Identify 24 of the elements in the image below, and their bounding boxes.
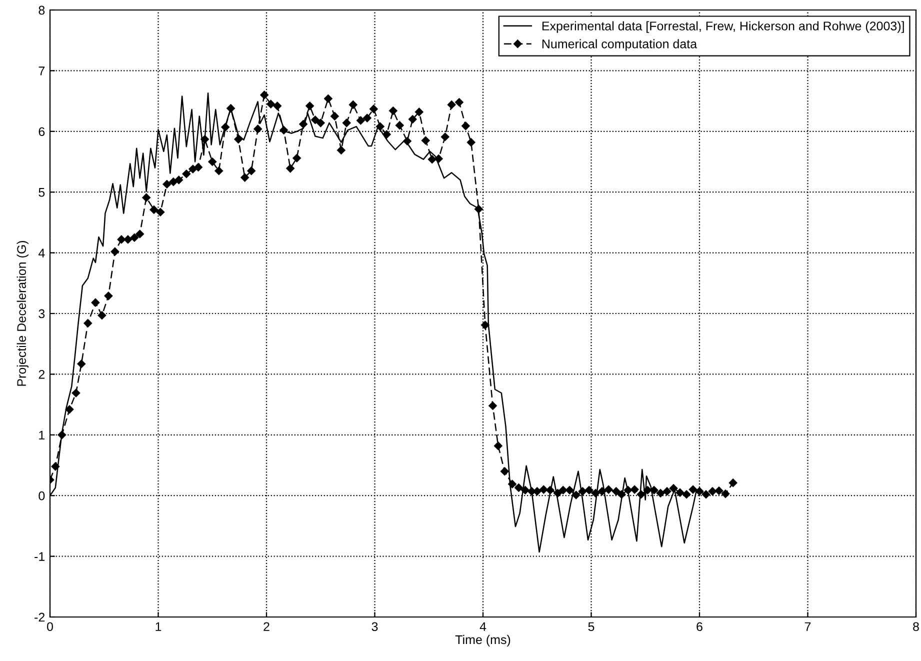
x-tick-label: 8	[913, 622, 919, 632]
y-tick-label: 0	[38, 491, 45, 500]
x-tick-label: 0	[47, 622, 53, 632]
x-tick-label: 5	[588, 622, 594, 632]
legend-label: Experimental data [Forrestal, Frew, Hickerson and Rohwe (2003)]	[542, 21, 904, 33]
x-axis-title: Time (ms)	[455, 634, 510, 647]
x-tick-label: 7	[804, 622, 811, 631]
x-tick-label: 4	[480, 622, 486, 631]
y-tick-label: 7	[38, 66, 45, 76]
y-tick-label: 8	[38, 6, 45, 15]
y-tick-label: 4	[38, 248, 45, 258]
x-tick-label: 2	[264, 622, 270, 631]
x-tick-label: 1	[156, 622, 162, 631]
y-tick-label: -2	[34, 612, 45, 622]
x-tick-label: 6	[696, 622, 702, 632]
x-tick-label: 3	[372, 622, 378, 632]
y-axis-title: Projectile Deceleration (G)	[16, 240, 28, 386]
y-tick-label: 2	[38, 370, 45, 379]
y-tick-label: 1	[39, 430, 45, 440]
y-tick-label: -1	[34, 552, 45, 561]
y-tick-label: 3	[38, 309, 45, 318]
legend-label: Numerical computation data	[542, 39, 698, 51]
y-tick-label: 5	[38, 188, 45, 197]
y-tick-label: 6	[38, 127, 45, 136]
